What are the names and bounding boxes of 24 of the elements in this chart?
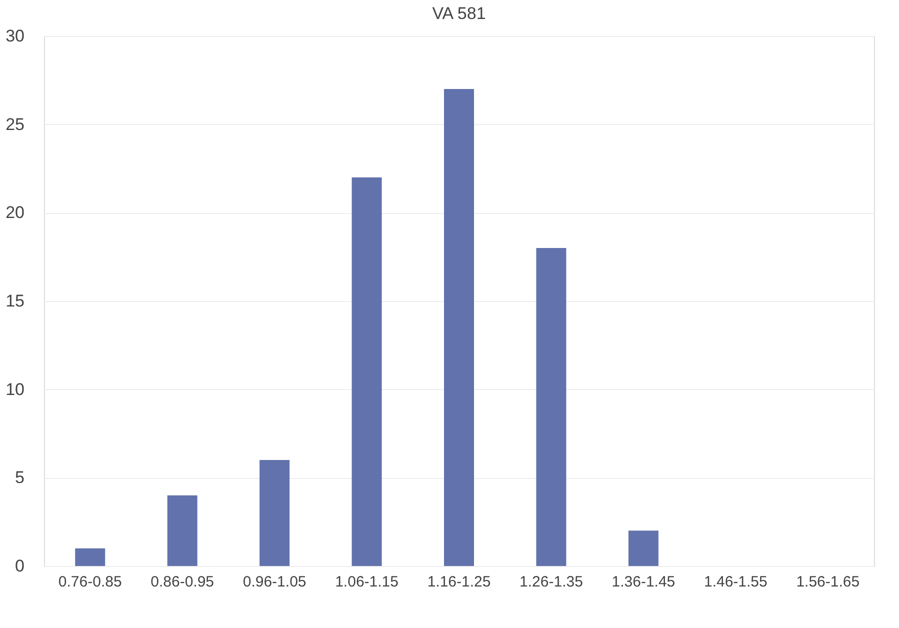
bar [75,548,106,566]
y-tick-label: 0 [15,556,24,576]
bar [352,177,382,566]
bar [167,495,198,566]
x-tick-label: 0.96-1.05 [242,574,306,590]
x-tick-label: 1.06-1.15 [335,574,398,590]
x-tick-label: 1.26-1.35 [520,574,583,590]
chart-title: VA 581 [432,4,486,23]
x-tick-label: 0.76-0.85 [58,574,122,590]
x-tick-label: 1.46-1.55 [704,574,768,590]
bar [444,89,474,566]
bar [536,248,566,566]
y-tick-label: 25 [6,114,24,134]
y-tick-label: 30 [6,26,24,46]
x-tick-label: 1.36-1.45 [612,574,676,590]
y-tick-label: 5 [15,468,24,488]
x-tick-label: 0.86-0.95 [150,574,214,590]
bar [628,530,658,566]
y-tick-label: 10 [6,380,24,399]
y-tick-label: 20 [6,203,24,222]
y-tick-label: 15 [6,292,24,310]
x-tick-label: 1.56-1.65 [796,574,860,590]
x-tick-label: 1.16-1.25 [427,574,491,590]
bar [260,460,290,566]
